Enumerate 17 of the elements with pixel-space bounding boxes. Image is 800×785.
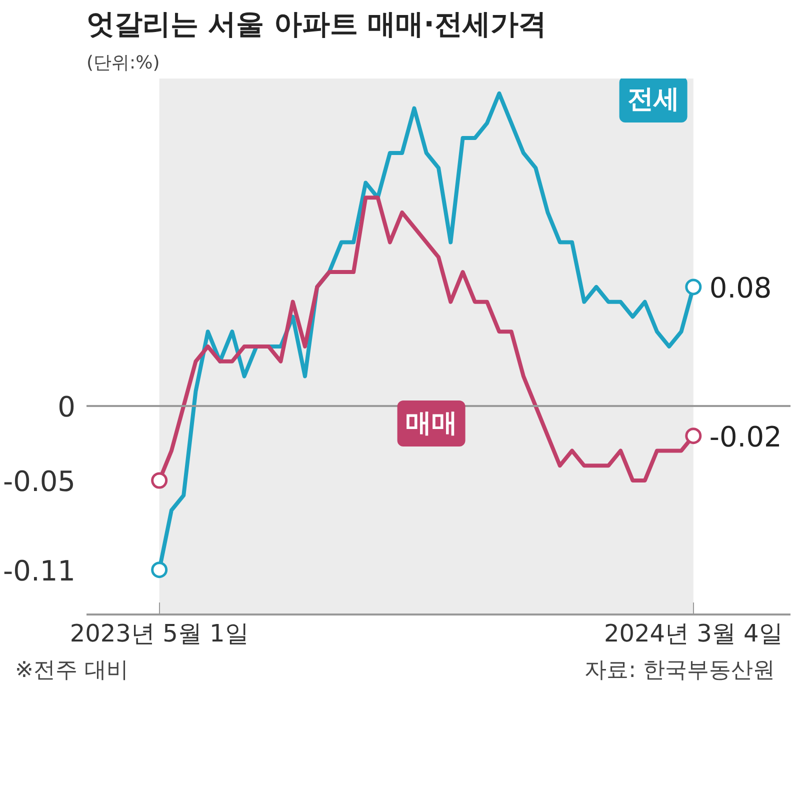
y-tick-label: -0.11 bbox=[3, 554, 76, 588]
text: 매매 bbox=[405, 408, 458, 438]
data-label: 0.08 bbox=[709, 271, 772, 304]
chart-title: 엇갈리는 서울 아파트 매매·전세가격 bbox=[86, 8, 546, 40]
text: ※전주 대비 bbox=[15, 657, 128, 685]
data-label: -0.02 bbox=[709, 420, 782, 454]
point bbox=[151, 562, 168, 578]
x-tick-label: 2024년 3월 4일 bbox=[604, 620, 783, 648]
point bbox=[685, 428, 702, 444]
y-tick-label: 0 bbox=[58, 390, 76, 424]
y-tick-label: -0.05 bbox=[3, 465, 76, 498]
chart-subtitle: (단위:%) bbox=[86, 52, 160, 74]
x-tick-label: 2023년 5월 1일 bbox=[70, 620, 249, 648]
point bbox=[685, 278, 702, 296]
point bbox=[151, 472, 168, 489]
text: 자료: 한국부동산원 bbox=[584, 657, 775, 685]
text: 전세 bbox=[627, 84, 680, 114]
